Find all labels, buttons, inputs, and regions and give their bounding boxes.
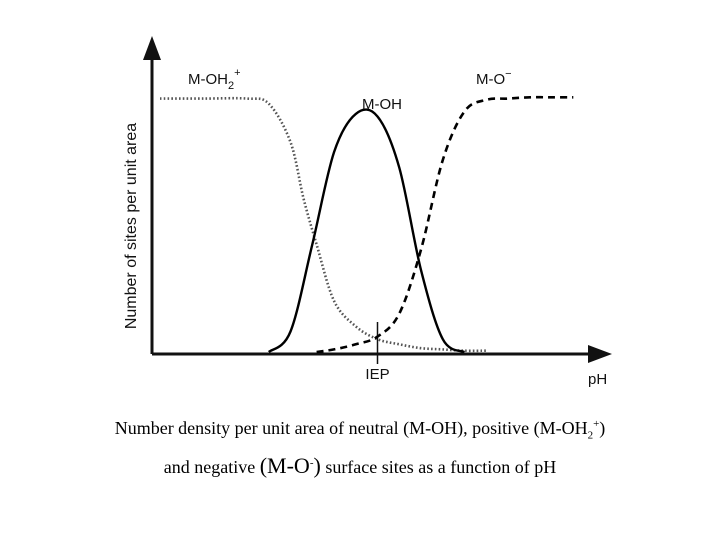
x-axis-label: pH (588, 371, 607, 388)
iep-label: IEP (365, 366, 389, 383)
series-label-m-oh2-plus: M-OH2+ (188, 67, 241, 92)
x-axis-arrow (588, 345, 612, 363)
series-line-m-oh (267, 108, 466, 354)
caption-line-1: Number density per unit area of neutral … (114, 418, 606, 442)
series-label-m-o-minus: M-O− (476, 68, 512, 88)
series-line-m-o-minus (316, 95, 574, 354)
series-label-m-oh: M-OH (362, 96, 402, 113)
y-axis-arrow (143, 36, 161, 60)
caption-line-2: and negative (M-O-) surface sites as a f… (163, 452, 557, 478)
y-axis-label: Number of sites per unit area (123, 123, 140, 329)
chart: Number of sites per unit area pH IEP M-O… (123, 36, 612, 388)
series-line-m-oh2-plus (160, 96, 487, 353)
figure-caption: Number density per unit area of neutral … (0, 411, 720, 481)
